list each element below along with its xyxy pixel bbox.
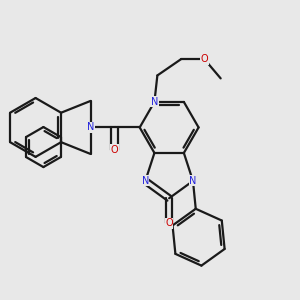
Text: N: N <box>142 176 149 186</box>
Text: O: O <box>165 218 173 228</box>
Text: O: O <box>201 54 208 64</box>
Text: N: N <box>87 122 94 132</box>
Text: N: N <box>189 176 197 186</box>
Text: O: O <box>111 145 118 154</box>
Text: N: N <box>151 97 158 107</box>
